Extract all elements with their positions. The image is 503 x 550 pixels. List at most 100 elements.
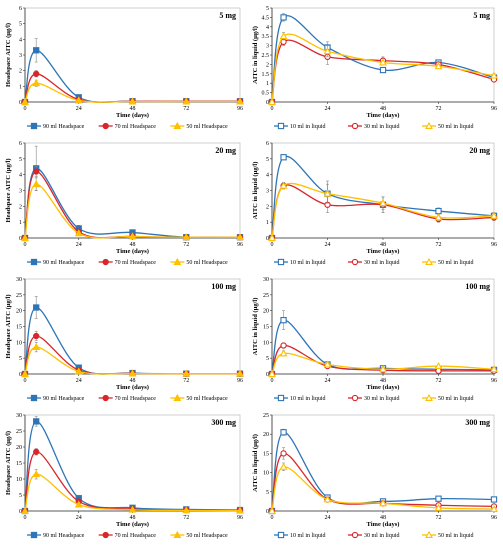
plot-area bbox=[24, 7, 241, 103]
x-tick-label: 72 bbox=[183, 242, 189, 248]
data-point bbox=[279, 462, 288, 470]
series-3 bbox=[21, 342, 244, 377]
x-tick-label: 72 bbox=[183, 515, 189, 521]
data-point bbox=[280, 450, 287, 457]
legend-marker bbox=[277, 122, 285, 130]
data-point bbox=[21, 97, 29, 105]
data-point bbox=[268, 369, 276, 377]
y-tick-label: 5 bbox=[19, 157, 22, 163]
y-tick-label: 1 bbox=[19, 84, 22, 90]
y-tick-label: 3.5 bbox=[262, 34, 270, 40]
legend-marker bbox=[351, 122, 359, 130]
legend-entry: 10 ml in liquid bbox=[290, 260, 326, 266]
legend-entry: 90 ml Headspace bbox=[43, 533, 85, 539]
y-tick-label: 25 bbox=[16, 429, 22, 435]
series-3 bbox=[21, 79, 244, 105]
chart-panel-7: 0 5 10 15 20 25 30 0 24 48 72 96 Time (days) Headspac… bbox=[5, 413, 244, 539]
x-axis-label: Time (days) bbox=[116, 112, 149, 119]
x-tick-label: 48 bbox=[380, 515, 386, 521]
x-tick-label: 96 bbox=[491, 378, 497, 384]
data-point bbox=[280, 14, 287, 21]
y-tick-label: 5 bbox=[266, 356, 269, 362]
y-tick-label: 25 bbox=[16, 293, 22, 299]
x-tick-label: 48 bbox=[380, 106, 386, 112]
series-2 bbox=[268, 182, 498, 242]
y-tick-label: 20 bbox=[16, 309, 22, 315]
y-tick-label: 30 bbox=[16, 277, 22, 283]
data-point bbox=[268, 233, 276, 241]
series-2 bbox=[21, 448, 244, 515]
legend-marker bbox=[277, 531, 285, 539]
data-point bbox=[490, 496, 498, 503]
x-tick-label: 72 bbox=[183, 378, 189, 384]
panel-title: 20 mg bbox=[215, 146, 236, 155]
series-3 bbox=[268, 462, 498, 514]
y-tick-label: 1 bbox=[266, 81, 269, 87]
chart-panel-2: 0 0.5 1 1.5 2 2.5 3 3.5 4 4.5 5 0 24 48 72 96 Time (days… bbox=[252, 6, 498, 130]
legend: 10 ml in liquid 30 ml in liquid 50 ml in l… bbox=[274, 530, 474, 539]
x-tick-label: 24 bbox=[76, 515, 82, 521]
chart-panel-4: 0 1 2 3 4 5 6 0 24 48 72 96 Time (days) AITC in liqui… bbox=[252, 141, 498, 266]
legend-entry: 10 ml in liquid bbox=[290, 124, 326, 130]
y-tick-label: 15 bbox=[16, 461, 22, 467]
legend-marker bbox=[351, 258, 359, 266]
legend: 90 ml Headspace 70 ml Headspace 50 ml Head… bbox=[27, 257, 228, 266]
data-point bbox=[236, 506, 244, 514]
legend-marker bbox=[30, 258, 38, 266]
data-point bbox=[236, 233, 244, 241]
data-point bbox=[21, 233, 29, 241]
y-tick-label: 25 bbox=[263, 293, 269, 299]
legend-marker bbox=[102, 122, 109, 130]
x-tick-label: 96 bbox=[237, 378, 243, 384]
data-point bbox=[279, 181, 288, 189]
legend-marker bbox=[351, 531, 359, 539]
legend-marker bbox=[277, 394, 285, 402]
x-tick-label: 72 bbox=[183, 106, 189, 112]
x-tick-label: 0 bbox=[24, 515, 27, 521]
x-tick-label: 96 bbox=[491, 106, 497, 112]
legend-entry: 50 ml Headspace bbox=[186, 260, 228, 266]
x-tick-label: 48 bbox=[130, 515, 136, 521]
data-point bbox=[33, 332, 40, 340]
y-tick-label: 3 bbox=[266, 44, 269, 50]
y-tick-label: 4.5 bbox=[262, 15, 270, 21]
x-tick-label: 72 bbox=[436, 106, 442, 112]
legend: 90 ml Headspace 70 ml Headspace 50 ml Head… bbox=[27, 121, 228, 130]
plot-area bbox=[271, 278, 495, 375]
y-tick-label: 0 bbox=[266, 236, 269, 242]
data-point bbox=[33, 418, 40, 425]
y-tick-label: 4 bbox=[266, 173, 269, 179]
panel-title: 5 mg bbox=[219, 11, 236, 20]
data-point bbox=[435, 495, 442, 502]
legend: 90 ml Headspace 70 ml Headspace 50 ml Head… bbox=[27, 530, 228, 539]
series-line bbox=[24, 167, 241, 239]
data-point bbox=[74, 367, 83, 375]
y-tick-label: 0 bbox=[19, 372, 22, 378]
legend: 10 ml in liquid 30 ml in liquid 50 ml in l… bbox=[274, 121, 474, 130]
legend-marker bbox=[30, 122, 38, 130]
data-point bbox=[434, 361, 443, 370]
data-point bbox=[280, 429, 287, 436]
y-tick-label: 15 bbox=[16, 325, 22, 331]
data-point bbox=[33, 304, 40, 311]
panel-title: 300 mg bbox=[211, 418, 236, 427]
data-point bbox=[379, 58, 387, 66]
series-3 bbox=[268, 181, 498, 241]
data-point bbox=[490, 211, 498, 219]
x-tick-label: 48 bbox=[380, 242, 386, 248]
legend-marker bbox=[425, 393, 433, 401]
legend-marker bbox=[102, 531, 109, 539]
data-point bbox=[379, 365, 387, 373]
legend-entry: 30 ml in liquid bbox=[364, 124, 400, 130]
chart-panel-8: 0 5 10 15 20 25 0 24 48 72 96 Time (days) AITC in li… bbox=[252, 413, 498, 539]
y-tick-label: 4 bbox=[19, 37, 22, 43]
data-point bbox=[435, 207, 442, 215]
data-point bbox=[434, 503, 443, 511]
y-tick-label: 20 bbox=[263, 432, 269, 438]
legend-entry: 70 ml Headspace bbox=[115, 124, 157, 130]
plot-area bbox=[24, 414, 241, 512]
series-3 bbox=[21, 469, 244, 514]
legend-marker bbox=[30, 394, 38, 402]
data-point bbox=[33, 70, 40, 77]
legend-entry: 70 ml Headspace bbox=[115, 260, 157, 266]
